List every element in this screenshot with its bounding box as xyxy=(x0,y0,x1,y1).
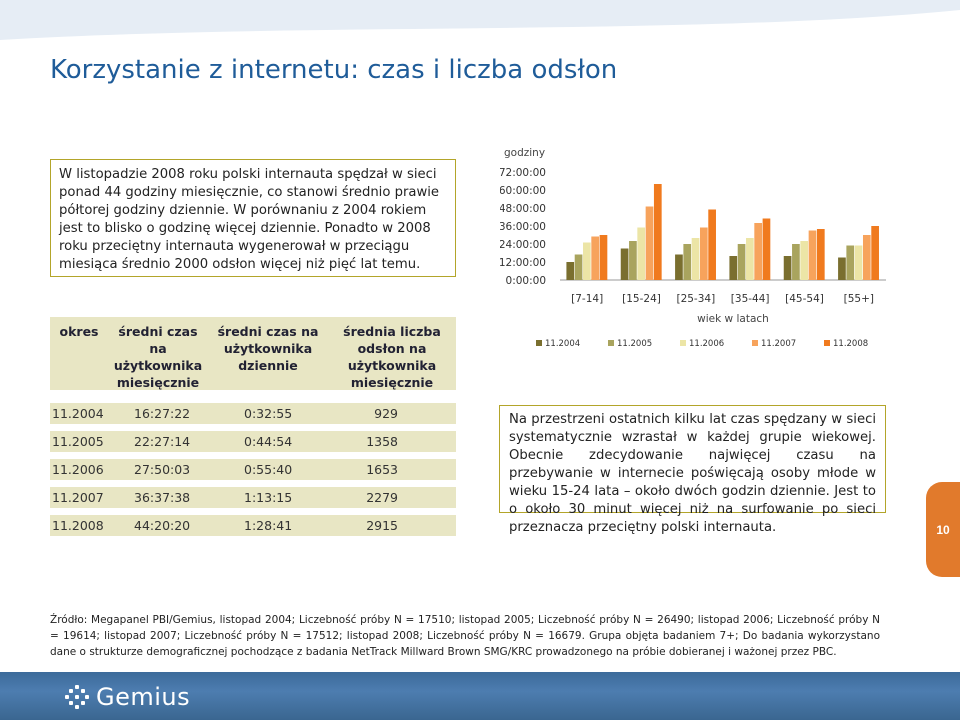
x-tick-label: [7-14] xyxy=(571,293,603,305)
table-body: 11.2004 16:27:22 0:32:55 929 11.2005 22:… xyxy=(50,403,456,536)
bar xyxy=(591,236,600,280)
bar xyxy=(574,254,583,280)
bar xyxy=(816,229,825,280)
table-header-daily-time: średni czas na użytkownika dziennie xyxy=(217,324,319,373)
y-tick-label: 48:00:00 xyxy=(500,203,546,215)
bar xyxy=(708,209,716,280)
table-row: 11.2007 36:37:38 1:13:15 2279 xyxy=(50,487,456,508)
table-header: okres średni czas na użytkownika miesięc… xyxy=(50,317,456,390)
bar xyxy=(746,238,754,280)
bar xyxy=(854,245,863,280)
bar xyxy=(838,257,846,280)
legend-label: 11.2006 xyxy=(689,339,724,349)
x-axis-label: wiek w latach xyxy=(697,313,769,325)
x-tick-label: [15-24] xyxy=(622,293,661,305)
table-cell: 16:27:22 xyxy=(134,406,191,421)
footer-bar xyxy=(0,672,960,720)
y-axis-label: godziny xyxy=(504,147,545,159)
x-tick-label: [35-44] xyxy=(731,293,770,305)
bar xyxy=(754,223,763,280)
table-row: 11.2008 44:20:20 1:28:41 2915 xyxy=(50,515,456,536)
table-cell: 36:37:38 xyxy=(134,490,191,505)
table-row: 11.2004 16:27:22 0:32:55 929 xyxy=(50,403,456,424)
legend-label: 11.2004 xyxy=(545,339,580,349)
table-cell: 0:32:55 xyxy=(244,406,293,421)
slide-title: Korzystanie z internetu: czas i liczba o… xyxy=(50,55,618,85)
gemius-logo-icon xyxy=(65,685,89,709)
table-header-period: okres xyxy=(59,324,99,339)
table-cell: 929 xyxy=(374,406,398,421)
bar xyxy=(800,241,809,280)
table-cell: 11.2006 xyxy=(52,462,104,477)
legend-swatch xyxy=(536,340,542,346)
bar xyxy=(653,184,662,280)
bar xyxy=(792,244,800,280)
table-cell: 27:50:03 xyxy=(134,462,191,477)
bar xyxy=(691,238,700,280)
bar xyxy=(566,262,575,280)
y-tick-label: 12:00:00 xyxy=(500,257,546,269)
table-cell: 44:20:20 xyxy=(134,518,191,533)
bar xyxy=(729,256,738,280)
table-cell: 1:28:41 xyxy=(244,518,293,533)
table-row: 11.2006 27:50:03 0:55:40 1653 xyxy=(50,459,456,480)
x-tick-label: [55+] xyxy=(844,293,874,305)
y-tick-label: 24:00:00 xyxy=(500,239,546,251)
bar xyxy=(737,244,746,280)
table-row: 11.2005 22:27:14 0:44:54 1358 xyxy=(50,431,456,452)
y-tick-label: 36:00:00 xyxy=(500,221,546,233)
bar xyxy=(862,235,871,280)
source-note: Źródło: Megapanel PBI/Gemius, listopad 2… xyxy=(50,614,880,658)
bar-chart: godziny 0:00:00 12:00:00 24:00:00 36:00:00 48… xyxy=(500,147,886,349)
table-cell: 1653 xyxy=(366,462,398,477)
data-table: okres średni czas na użytkownika miesięc… xyxy=(50,317,456,536)
legend-label: 11.2005 xyxy=(617,339,652,349)
legend-swatch xyxy=(824,340,830,346)
table-cell: 0:44:54 xyxy=(244,434,293,449)
y-tick-label: 60:00:00 xyxy=(500,185,546,197)
bar xyxy=(808,230,817,280)
bar xyxy=(699,227,708,280)
table-cell: 11.2005 xyxy=(52,434,104,449)
table-cell: 1:13:15 xyxy=(244,490,293,505)
table-cell: 2279 xyxy=(366,490,398,505)
table-cell: 22:27:14 xyxy=(134,434,191,449)
bar xyxy=(645,206,654,280)
table-header-monthly-time: średni czas na użytkownika miesięcznie xyxy=(113,324,203,390)
bar xyxy=(846,245,855,280)
bar xyxy=(871,226,879,280)
table-cell: 11.2007 xyxy=(52,490,104,505)
gemius-logo: Gemius xyxy=(64,683,190,711)
bar xyxy=(599,235,608,280)
legend-label: 11.2007 xyxy=(761,339,796,349)
x-tick-label: [25-34] xyxy=(676,293,715,305)
bar xyxy=(637,227,646,280)
bar xyxy=(620,248,629,280)
table-cell: 0:55:40 xyxy=(244,462,293,477)
legend-swatch xyxy=(752,340,758,346)
bar xyxy=(675,254,683,280)
bar xyxy=(762,218,771,280)
legend-swatch xyxy=(680,340,686,346)
table-header-pageviews: średnia liczba odsłon na użytkownika mie… xyxy=(343,324,441,390)
gemius-logo-text: Gemius xyxy=(96,683,191,711)
top-decoration xyxy=(0,0,960,40)
table-cell: 1358 xyxy=(366,434,398,449)
table-cell: 11.2008 xyxy=(52,518,104,533)
description-box: Na przestrzeni ostatnich kilku lat czas … xyxy=(499,405,886,535)
y-tick-label: 0:00:00 xyxy=(506,275,546,287)
x-tick-label: [45-54] xyxy=(785,293,824,305)
bar xyxy=(783,256,792,280)
y-tick-label: 72:00:00 xyxy=(500,167,546,179)
bar xyxy=(683,244,692,280)
bar xyxy=(629,241,637,280)
summary-box: W listopadzie 2008 roku polski internaut… xyxy=(50,159,456,277)
bar xyxy=(583,242,591,280)
legend-swatch xyxy=(608,340,614,346)
page-number: 10 xyxy=(926,482,960,577)
table-cell: 11.2004 xyxy=(52,406,104,421)
table-cell: 2915 xyxy=(366,518,398,533)
legend-label: 11.2008 xyxy=(833,339,868,349)
